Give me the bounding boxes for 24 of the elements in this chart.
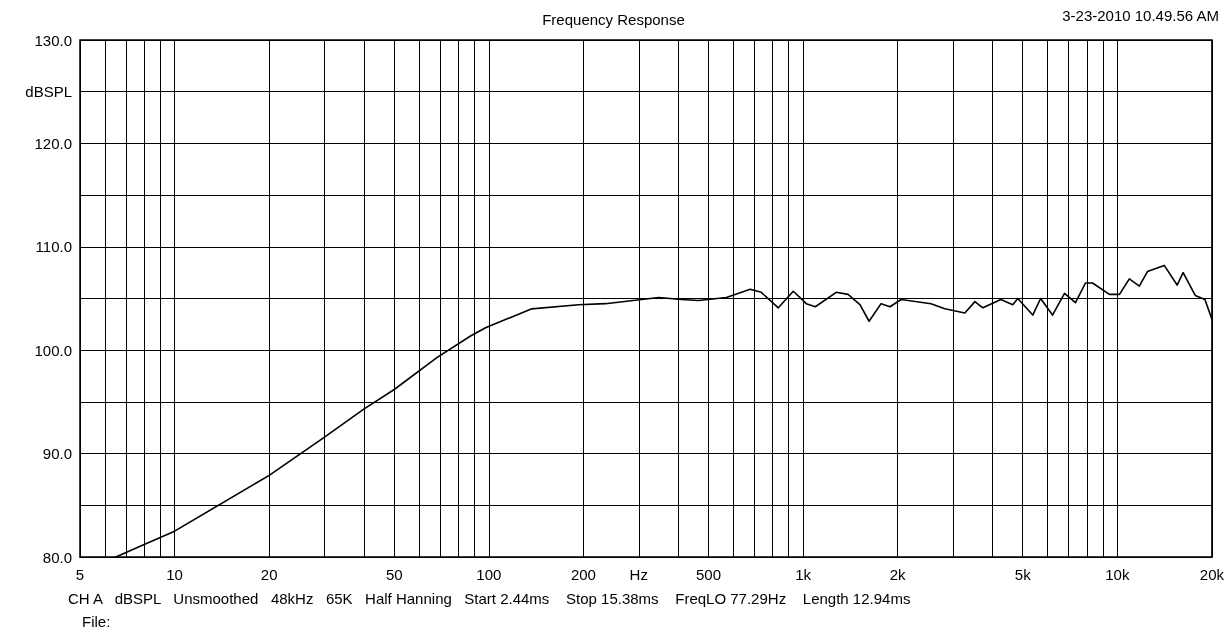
- x-tick-label: 5: [75, 566, 85, 583]
- y-axis-title: dBSPL: [25, 82, 72, 100]
- x-tick-label: 10: [166, 566, 183, 583]
- x-tick-label: 100: [476, 566, 502, 583]
- y-tick-label: 110.0: [35, 238, 72, 256]
- text: CH A dBSPL Unsmoothed 48kHz 65K Half Hanning Start 2.44ms Stop 15.38ms FreqLO 77.29Hz Length 12.94ms: [68, 590, 911, 607]
- x-tick-label: 20: [260, 566, 278, 583]
- x-tick-label: Hz: [629, 566, 648, 583]
- text: File:: [82, 613, 111, 630]
- chart-title: Frequency Response: [542, 11, 685, 28]
- y-tick-label: 130.0: [34, 31, 72, 49]
- y-tick-label: 80.0: [42, 548, 72, 566]
- x-tick-label: 500: [695, 566, 721, 583]
- x-tick-label: 2k: [889, 566, 907, 583]
- x-tick-label: 1k: [795, 566, 812, 583]
- x-tick-label: 10k: [1105, 566, 1130, 583]
- y-tick-label: 90.0: [42, 445, 72, 463]
- y-tick-label: 100.0: [34, 341, 72, 359]
- x-tick-label: 200: [570, 566, 596, 583]
- text: 3-23-2010 10.49.56 AM: [1062, 7, 1219, 24]
- y-tick-label: 120.0: [34, 134, 72, 152]
- x-tick-label: 20k: [1199, 566, 1225, 583]
- x-tick-label: 50: [385, 566, 403, 583]
- x-tick-label: 5k: [1014, 566, 1032, 583]
